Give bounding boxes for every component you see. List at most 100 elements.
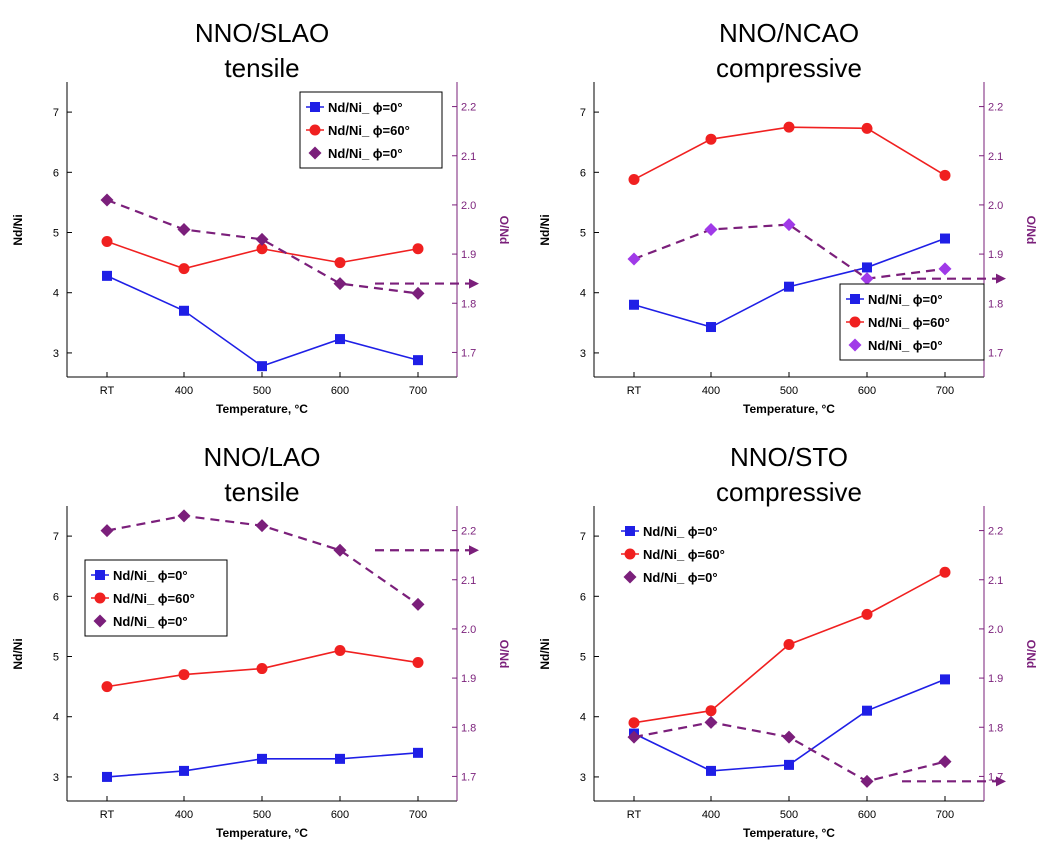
data-point [178, 669, 190, 681]
chart-panel-lao: NNO/LAO tensile 3 4 5 6 7 1.7 1.8 1.9 2.0 2.1 2.2 RT 4… [0, 424, 520, 842]
legend-label: Nd/Ni_ ϕ=0° [868, 338, 943, 353]
x-tick-label: 600 [331, 809, 349, 821]
data-point [940, 674, 950, 685]
data-point [628, 174, 640, 186]
data-point [629, 299, 639, 310]
x-tick-label: 400 [702, 809, 720, 821]
chart-lao: NNO/LAO tensile 3 4 5 6 7 1.7 1.8 1.9 2.0 2.1 2.2 RT 4… [11, 442, 511, 840]
data-point [860, 272, 874, 286]
y2-tick-label: 2.1 [461, 575, 476, 587]
data-point [939, 169, 951, 181]
data-point [861, 122, 873, 134]
data-point [940, 233, 950, 244]
x-tick-label: 500 [780, 809, 798, 821]
legend-label: Nd/Ni_ ϕ=0° [643, 524, 718, 539]
chart-title-line-1: NNO/STO [730, 442, 848, 472]
legend-label: Nd/Ni_ ϕ=0° [328, 100, 403, 115]
data-point [335, 753, 345, 764]
legend-marker [623, 570, 637, 584]
data-point [333, 543, 347, 557]
legend: Nd/Ni_ ϕ=0° Nd/Ni_ ϕ=60° Nd/Ni_ ϕ=0° [91, 568, 195, 629]
y-tick-label: 3 [53, 772, 59, 784]
y-tick-label: 5 [53, 228, 59, 240]
chart-title-line-2: tensile [224, 53, 299, 83]
axis-arrow-head [469, 545, 479, 556]
data-point [255, 519, 269, 533]
y2-tick-label: 2.0 [988, 624, 1003, 636]
data-point [334, 644, 346, 656]
y-tick-label: 4 [580, 712, 586, 724]
chart-title-line-2: tensile [224, 477, 299, 507]
x-tick-label: 500 [253, 385, 271, 397]
y2-axis-label: O/Nd [497, 216, 511, 245]
y-tick-label: 5 [580, 652, 586, 664]
data-point [177, 223, 191, 236]
x-tick-label: 600 [858, 809, 876, 821]
x-tick-label: 600 [858, 385, 876, 397]
data-point [412, 243, 424, 255]
y-tick-label: 6 [53, 591, 59, 603]
x-tick-label: RT [627, 809, 642, 821]
chart-title-line-1: NNO/LAO [203, 442, 320, 472]
x-tick-label: 700 [409, 385, 427, 397]
series-line [633, 678, 946, 772]
y-axis-label: Nd/Ni [11, 214, 25, 245]
data-point [178, 263, 190, 275]
series-line [106, 198, 419, 295]
y-tick-label: 4 [580, 288, 586, 300]
legend-marker [625, 526, 635, 536]
data-point [412, 657, 424, 669]
y2-tick-label: 1.8 [461, 722, 476, 734]
y2-axis-label: O/Nd [1024, 216, 1038, 245]
data-point [705, 133, 717, 145]
y-tick-label: 7 [53, 107, 59, 119]
legend-marker [309, 124, 321, 136]
x-tick-label: 700 [936, 385, 954, 397]
chart-title-line-2: compressive [716, 477, 862, 507]
y2-tick-label: 2.2 [461, 102, 476, 114]
chart-sto: NNO/STOcompressive345671.71.81.92.02.12.… [538, 442, 1038, 840]
data-point [783, 638, 795, 650]
legend-marker [850, 294, 860, 304]
data-point [413, 355, 423, 366]
data-point [100, 524, 114, 538]
y2-tick-label: 1.9 [988, 673, 1003, 685]
x-tick-label: 700 [409, 809, 427, 821]
legend-label: Nd/Ni_ ϕ=60° [113, 591, 195, 606]
y2-tick-label: 2.1 [988, 151, 1003, 163]
data-point [705, 705, 717, 717]
y2-tick-label: 2.0 [988, 200, 1003, 212]
y-tick-label: 3 [580, 772, 586, 784]
x-tick-label: 400 [702, 385, 720, 397]
x-axis-label: Temperature, °C [216, 826, 308, 840]
y2-tick-label: 2.1 [988, 575, 1003, 587]
legend-label: Nd/Ni_ ϕ=60° [868, 315, 950, 330]
chart-slao: NNO/SLAO tensile 3 4 5 6 7 1.7 1.8 1.9 2.0 2.1 2.2 RT… [11, 18, 511, 416]
y2-tick-label: 1.7 [461, 347, 476, 359]
data-point [256, 243, 268, 255]
y-tick-label: 7 [580, 107, 586, 119]
data-point [862, 705, 872, 716]
chart-panel-slao: NNO/SLAO tensile 3 4 5 6 7 1.7 1.8 1.9 2.0 2.1 2.2 RT… [0, 0, 520, 418]
chart-title-line-2: compressive [716, 53, 862, 83]
data-point [411, 597, 425, 611]
chart-ncao: NNO/NCAO compressive 3 4 5 6 7 1.7 1.8 1.9 2.0 2.1 2… [538, 18, 1038, 416]
data-point [938, 262, 952, 276]
data-point [628, 717, 640, 729]
chart-title-line-1: NNO/SLAO [195, 18, 329, 48]
y2-tick-label: 2.0 [461, 200, 476, 212]
y2-tick-label: 1.8 [461, 298, 476, 310]
legend-label: Nd/Ni_ ϕ=60° [328, 123, 410, 138]
x-axis-label: Temperature, °C [743, 826, 835, 840]
data-point [627, 252, 641, 266]
data-point [704, 223, 718, 236]
y2-axis-label: O/Nd [1024, 640, 1038, 669]
legend-marker [94, 592, 106, 604]
x-tick-label: RT [100, 385, 115, 397]
legend-label: Nd/Ni_ ϕ=0° [113, 614, 188, 629]
data-point [256, 663, 268, 675]
legend-marker [849, 316, 861, 328]
y2-tick-label: 2.1 [461, 151, 476, 163]
y-axis-label: Nd/Ni [538, 214, 552, 245]
chart-panel-sto: NNO/STO compressive 3 4 5 6 7 1.7 1.8 1.9 2.0 2.1 2.… [527, 424, 1047, 842]
